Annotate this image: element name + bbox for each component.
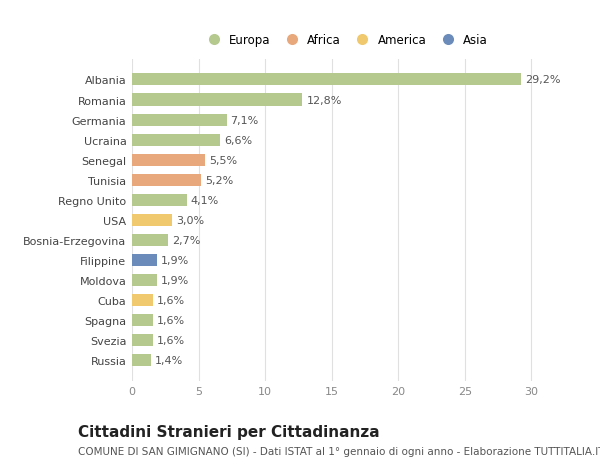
Bar (132, 274, 157, 286)
Bar (132, 235, 168, 246)
Text: 5,5%: 5,5% (209, 155, 238, 165)
Text: 12,8%: 12,8% (307, 95, 342, 105)
Text: 1,9%: 1,9% (161, 255, 190, 265)
Bar (132, 194, 187, 206)
Bar (132, 154, 205, 166)
Text: 3,0%: 3,0% (176, 215, 204, 225)
Bar (132, 94, 302, 106)
Bar (132, 134, 220, 146)
Legend: Europa, Africa, America, Asia: Europa, Africa, America, Asia (199, 30, 491, 50)
Bar (132, 294, 154, 306)
Bar (132, 114, 227, 126)
Bar (132, 74, 521, 86)
Text: 1,9%: 1,9% (161, 275, 190, 285)
Text: 1,6%: 1,6% (157, 336, 185, 345)
Bar (132, 334, 154, 347)
Text: 7,1%: 7,1% (230, 115, 259, 125)
Text: 1,6%: 1,6% (157, 295, 185, 305)
Text: 1,4%: 1,4% (155, 355, 183, 365)
Text: 6,6%: 6,6% (224, 135, 252, 146)
Text: 5,2%: 5,2% (205, 175, 233, 185)
Bar (132, 354, 151, 366)
Bar (132, 314, 154, 326)
Text: 4,1%: 4,1% (191, 196, 219, 205)
Bar (132, 174, 201, 186)
Bar (132, 254, 157, 266)
Bar (132, 214, 172, 226)
Text: 1,6%: 1,6% (157, 315, 185, 325)
Text: 2,7%: 2,7% (172, 235, 200, 245)
Text: Cittadini Stranieri per Cittadinanza: Cittadini Stranieri per Cittadinanza (78, 425, 380, 440)
Text: COMUNE DI SAN GIMIGNANO (SI) - Dati ISTAT al 1° gennaio di ogni anno - Elaborazi: COMUNE DI SAN GIMIGNANO (SI) - Dati ISTA… (78, 446, 600, 456)
Text: 29,2%: 29,2% (525, 75, 560, 85)
